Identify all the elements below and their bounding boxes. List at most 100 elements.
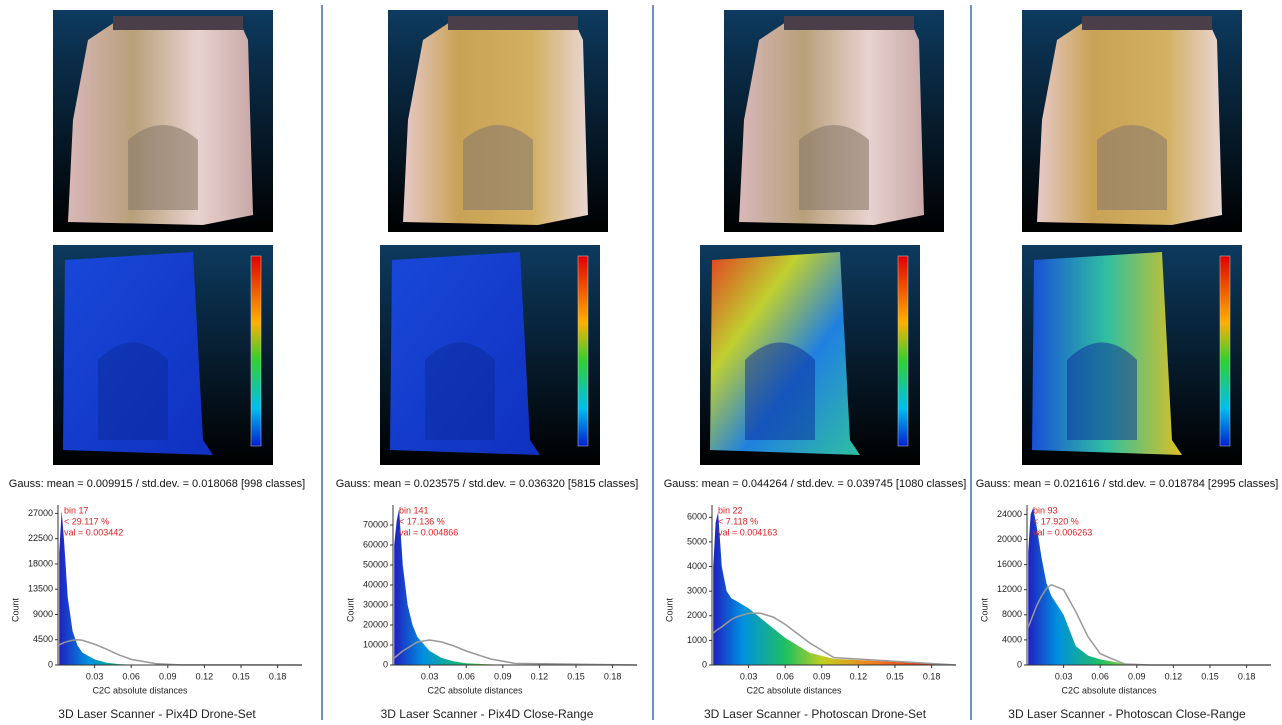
- annotation: val = 0.003442: [64, 527, 123, 537]
- histogram-area: [1028, 508, 1271, 665]
- y-tick-label: 20000: [997, 534, 1022, 544]
- cloud-arch: [425, 342, 495, 440]
- annotation: val = 0.006263: [1033, 527, 1092, 537]
- gauss-stats: Gauss: mean = 0.009915 / std.dev. = 0.01…: [9, 478, 305, 490]
- y-tick-label: 3000: [687, 586, 707, 596]
- y-tick-label: 20000: [363, 619, 388, 629]
- annotation: bin 93: [1033, 505, 1058, 515]
- x-axis-label: C2C absolute distances: [427, 685, 523, 695]
- annotation: < 17.136 %: [399, 516, 445, 526]
- gauss-stats: Gauss: mean = 0.021616 / std.dev. = 0.01…: [976, 478, 1279, 490]
- x-axis-label: C2C absolute distances: [1061, 685, 1157, 695]
- gauss-stats: Gauss: mean = 0.044264 / std.dev. = 0.03…: [664, 478, 967, 490]
- photo-roof: [1082, 16, 1212, 30]
- x-tick-label: 0.15: [886, 671, 904, 681]
- y-tick-label: 22500: [28, 533, 53, 543]
- y-tick-label: 4000: [687, 561, 707, 571]
- x-tick-label: 0.18: [269, 671, 287, 681]
- y-tick-label: 30000: [363, 599, 388, 609]
- y-tick-label: 9000: [33, 609, 53, 619]
- y-axis-label: Count: [345, 598, 355, 623]
- x-tick-label: 0.06: [122, 671, 140, 681]
- y-tick-label: 5000: [687, 536, 707, 546]
- x-tick-label: 0.18: [923, 671, 941, 681]
- gauss-fit: [58, 638, 303, 666]
- caption: 3D Laser Scanner - Photoscan Drone-Set: [704, 707, 927, 721]
- photo-arch: [463, 125, 533, 210]
- y-tick-label: 0: [383, 659, 388, 669]
- photo-building: [68, 18, 253, 225]
- y-tick-label: 40000: [363, 579, 388, 589]
- x-tick-label: 0.12: [850, 671, 868, 681]
- x-tick-label: 0.12: [531, 671, 549, 681]
- colorbar: [1219, 255, 1231, 447]
- y-tick-label: 12000: [997, 584, 1022, 594]
- photo-roof: [113, 16, 243, 30]
- y-axis-label: Count: [664, 598, 674, 623]
- y-tick-label: 8000: [1002, 609, 1022, 619]
- x-tick-label: 0.06: [776, 671, 794, 681]
- x-tick-label: 0.06: [1091, 671, 1109, 681]
- photo-building: [1037, 18, 1222, 225]
- annotation: < 17.920 %: [1033, 516, 1079, 526]
- y-tick-label: 16000: [997, 559, 1022, 569]
- caption: 3D Laser Scanner - Pix4D Drone-Set: [58, 707, 256, 721]
- cloud-arch: [98, 342, 168, 440]
- colorbar: [897, 255, 909, 447]
- cloud-arch: [1067, 342, 1137, 440]
- y-tick-label: 50000: [363, 559, 388, 569]
- y-tick-label: 4000: [1002, 634, 1022, 644]
- y-tick-label: 70000: [363, 519, 388, 529]
- cloud-arch: [745, 342, 815, 440]
- colorbar: [250, 255, 262, 447]
- x-tick-label: 0.12: [196, 671, 214, 681]
- x-tick-label: 0.18: [1238, 671, 1256, 681]
- gauss-fit: [393, 639, 638, 666]
- y-tick-label: 18000: [28, 558, 53, 568]
- x-tick-label: 0.03: [740, 671, 758, 681]
- x-tick-label: 0.03: [421, 671, 439, 681]
- y-tick-label: 0: [702, 659, 707, 669]
- caption: 3D Laser Scanner - Photoscan Close-Range: [1008, 707, 1246, 721]
- annotation: bin 22: [718, 505, 743, 515]
- y-tick-label: 0: [48, 659, 53, 669]
- y-tick-label: 24000: [997, 509, 1022, 519]
- x-tick-label: 0.03: [86, 671, 104, 681]
- y-tick-label: 13500: [28, 584, 53, 594]
- photo-roof: [448, 16, 578, 30]
- y-tick-label: 10000: [363, 639, 388, 649]
- y-axis-label: Count: [10, 598, 20, 623]
- photo-building: [739, 18, 924, 225]
- x-tick-label: 0.09: [1128, 671, 1146, 681]
- y-tick-label: 4500: [33, 634, 53, 644]
- annotation: bin 141: [399, 505, 429, 515]
- photo-roof: [784, 16, 914, 30]
- photo-arch: [1097, 125, 1167, 210]
- histogram-area: [713, 512, 956, 665]
- x-tick-label: 0.09: [813, 671, 831, 681]
- y-tick-label: 2000: [687, 610, 707, 620]
- x-axis-label: C2C absolute distances: [746, 685, 842, 695]
- separators: [321, 5, 972, 720]
- annotation: < 29.117 %: [64, 516, 109, 526]
- y-tick-label: 0: [1017, 659, 1022, 669]
- photo-building: [403, 18, 588, 225]
- annotation: bin 17: [64, 505, 89, 515]
- caption: 3D Laser Scanner - Pix4D Close-Range: [381, 707, 594, 721]
- x-tick-label: 0.09: [159, 671, 177, 681]
- x-tick-label: 0.18: [604, 671, 622, 681]
- y-tick-label: 6000: [687, 512, 707, 522]
- annotation: < 7.118 %: [718, 516, 758, 526]
- x-tick-label: 0.15: [232, 671, 250, 681]
- x-axis-label: C2C absolute distances: [92, 685, 188, 695]
- x-tick-label: 0.15: [1201, 671, 1219, 681]
- histogram-area: [394, 509, 637, 665]
- colorbar: [577, 255, 589, 447]
- y-tick-label: 60000: [363, 539, 388, 549]
- gauss-stats: Gauss: mean = 0.023575 / std.dev. = 0.03…: [336, 478, 639, 490]
- annotation: val = 0.004866: [399, 527, 458, 537]
- gauss-fit: [1027, 583, 1271, 666]
- y-axis-label: Count: [979, 598, 989, 623]
- x-tick-label: 0.15: [567, 671, 585, 681]
